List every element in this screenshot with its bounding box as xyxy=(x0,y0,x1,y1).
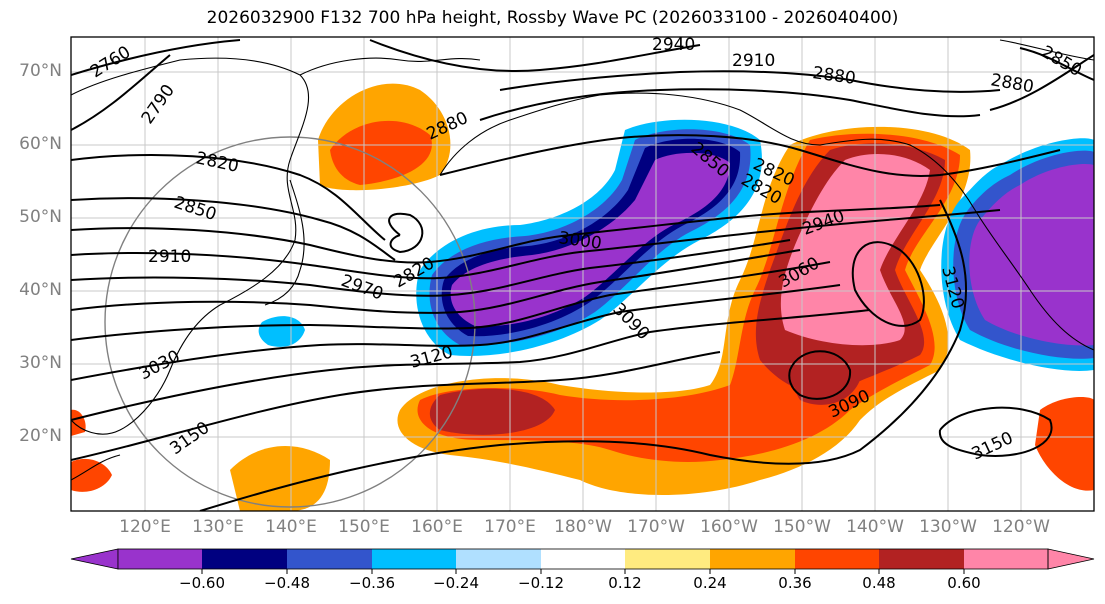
contour-label: 2820 xyxy=(194,148,240,177)
colorbar-tick-label: −0.36 xyxy=(349,574,395,592)
colorbar-segment xyxy=(202,549,287,569)
map-title: 2026032900 F132 700 hPa height, Rossby W… xyxy=(206,8,899,28)
negative-anomaly-shading xyxy=(969,164,1094,346)
lat-label: 20°N xyxy=(19,426,62,446)
contour-label: 3120 xyxy=(408,342,455,373)
colorbar-segment xyxy=(118,549,202,569)
contour-label: 3150 xyxy=(166,418,213,459)
colorbar-segment xyxy=(541,549,625,569)
colorbar-low-extension xyxy=(70,548,119,570)
colorbar xyxy=(70,548,1095,574)
lon-label: 130°W xyxy=(919,517,977,537)
lon-label: 140°W xyxy=(846,517,904,537)
colorbar-segment xyxy=(879,549,964,569)
lat-label: 30°N xyxy=(19,353,62,373)
colorbar-tick-label: 0.60 xyxy=(947,574,981,592)
positive-anomaly-shading xyxy=(780,154,930,346)
colorbar-tick-label: 0.36 xyxy=(778,574,812,592)
contour-label: 2790 xyxy=(138,81,179,128)
colorbar-tick-label: −0.12 xyxy=(518,574,564,592)
coastlines xyxy=(71,39,1094,481)
contour-label: 2910 xyxy=(732,51,775,71)
lon-label: 140°E xyxy=(265,517,317,537)
negative-anomaly-shading xyxy=(258,316,305,347)
colorbar-tick-label: 0.24 xyxy=(693,574,727,592)
lat-label: 40°N xyxy=(19,280,62,300)
colorbar-segment xyxy=(710,549,795,569)
lon-label: 170°E xyxy=(484,517,536,537)
colorbar-segment xyxy=(456,549,541,569)
colorbar-segment xyxy=(625,549,710,569)
filled-anomaly-layer xyxy=(71,83,1094,511)
graticule xyxy=(71,37,1094,511)
positive-anomaly-shading xyxy=(330,120,432,185)
contour-label: 3150 xyxy=(969,428,1017,464)
lon-label: 130°E xyxy=(192,517,244,537)
contour-label: 2880 xyxy=(811,63,857,89)
colorbar-tick-label: 0.48 xyxy=(862,574,896,592)
colorbar-tick-label: 0.12 xyxy=(608,574,642,592)
colorbar-segment xyxy=(964,549,1048,569)
lon-label: 180°W xyxy=(554,517,612,537)
lon-label: 170°W xyxy=(627,517,685,537)
contour-label: 2880 xyxy=(989,70,1035,97)
colorbar-tick-label: −0.60 xyxy=(179,574,225,592)
lon-label: 160°E xyxy=(411,517,463,537)
colorbar-high-extension xyxy=(1047,548,1095,570)
range-circle xyxy=(104,136,476,508)
contour-label: 2850 xyxy=(171,193,218,225)
colorbar-tick-label: −0.24 xyxy=(433,574,479,592)
colorbar-tick-label: −0.48 xyxy=(264,574,310,592)
contour-label: 2970 xyxy=(338,271,385,305)
height-contours xyxy=(71,39,1094,511)
contour-label: 3030 xyxy=(136,346,184,384)
lon-label: 150°E xyxy=(338,517,390,537)
colorbar-segment xyxy=(287,549,372,569)
lat-label: 70°N xyxy=(19,61,62,81)
map-frame xyxy=(70,36,1095,512)
contour-label: 2940 xyxy=(652,35,695,55)
colorbar-segment xyxy=(372,549,456,569)
lat-label: 50°N xyxy=(19,207,62,227)
lon-label: 150°W xyxy=(773,517,831,537)
colorbar-segment xyxy=(795,549,879,569)
contour-label: 2910 xyxy=(148,247,191,267)
contour-label: 2760 xyxy=(87,42,134,82)
positive-anomaly-shading xyxy=(71,458,112,492)
lat-label: 60°N xyxy=(19,134,62,154)
lon-label: 160°W xyxy=(700,517,758,537)
positive-anomaly-shading xyxy=(429,388,555,435)
lon-label: 120°E xyxy=(119,517,171,537)
lon-label: 120°W xyxy=(992,517,1050,537)
